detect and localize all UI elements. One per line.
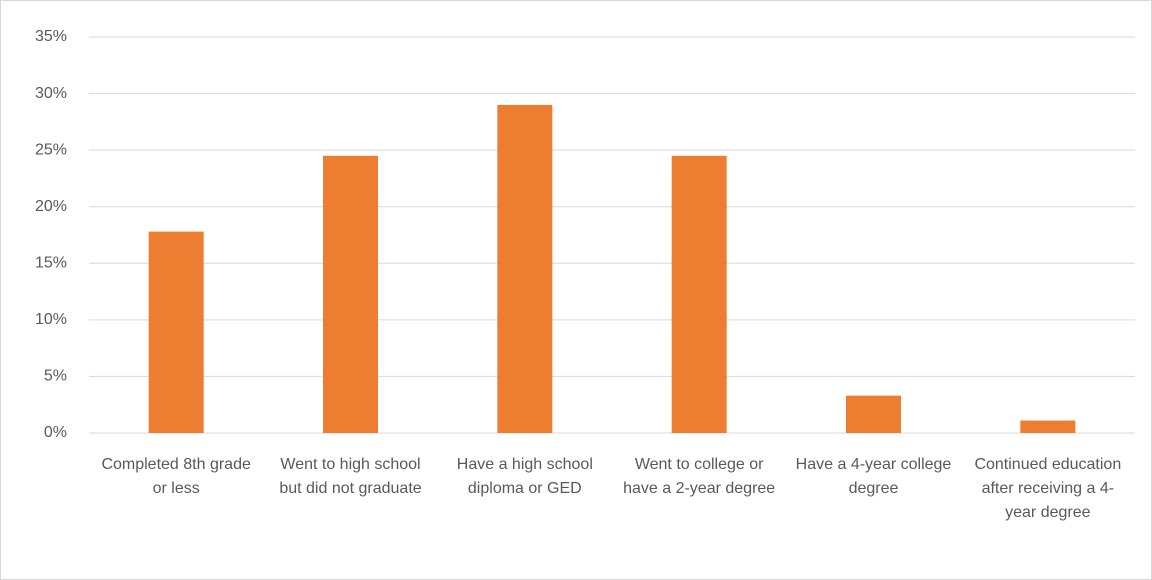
x-tick-label: Went to college or have a 2-year degree: [623, 456, 776, 497]
y-tick-label: 0%: [44, 424, 67, 441]
x-tick-label: Have a high school diploma or GED: [456, 456, 593, 497]
bar: [323, 155, 378, 434]
x-tick-label: Went to high school but did not graduate: [279, 456, 422, 497]
y-tick-label: 10%: [35, 311, 67, 328]
y-tick-label: 35%: [35, 28, 67, 45]
x-tick-label: Completed 8th grade or less: [101, 456, 251, 497]
x-tick-label: Continued education after receiving a 4-…: [974, 456, 1122, 521]
bar: [671, 155, 727, 434]
y-tick-label: 25%: [35, 141, 67, 158]
y-tick-label: 30%: [35, 85, 67, 102]
y-tick-label: 20%: [35, 198, 67, 215]
bar: [497, 104, 553, 433]
y-tick-label: 15%: [35, 255, 67, 272]
bar: [1020, 420, 1076, 433]
x-tick-label: Have a 4-year college degree: [795, 456, 952, 497]
bar: [148, 231, 204, 433]
bar: [846, 395, 901, 433]
y-tick-label: 5%: [44, 368, 67, 385]
